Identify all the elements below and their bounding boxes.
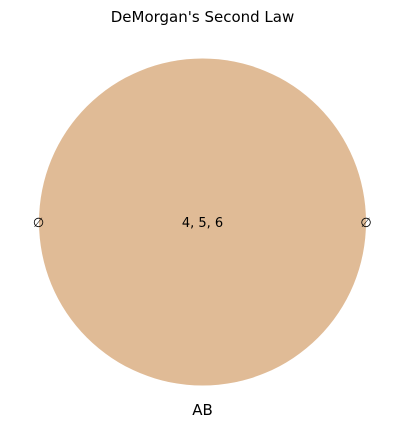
set-ab-circle (39, 58, 366, 386)
set-label: AB (192, 401, 213, 419)
region-left-label: ∅ (33, 216, 44, 231)
region-center-label: 4, 5, 6 (182, 216, 223, 231)
diagram-title: DeMorgan's Second Law (111, 8, 295, 26)
region-right-label: ∅ (360, 216, 371, 231)
